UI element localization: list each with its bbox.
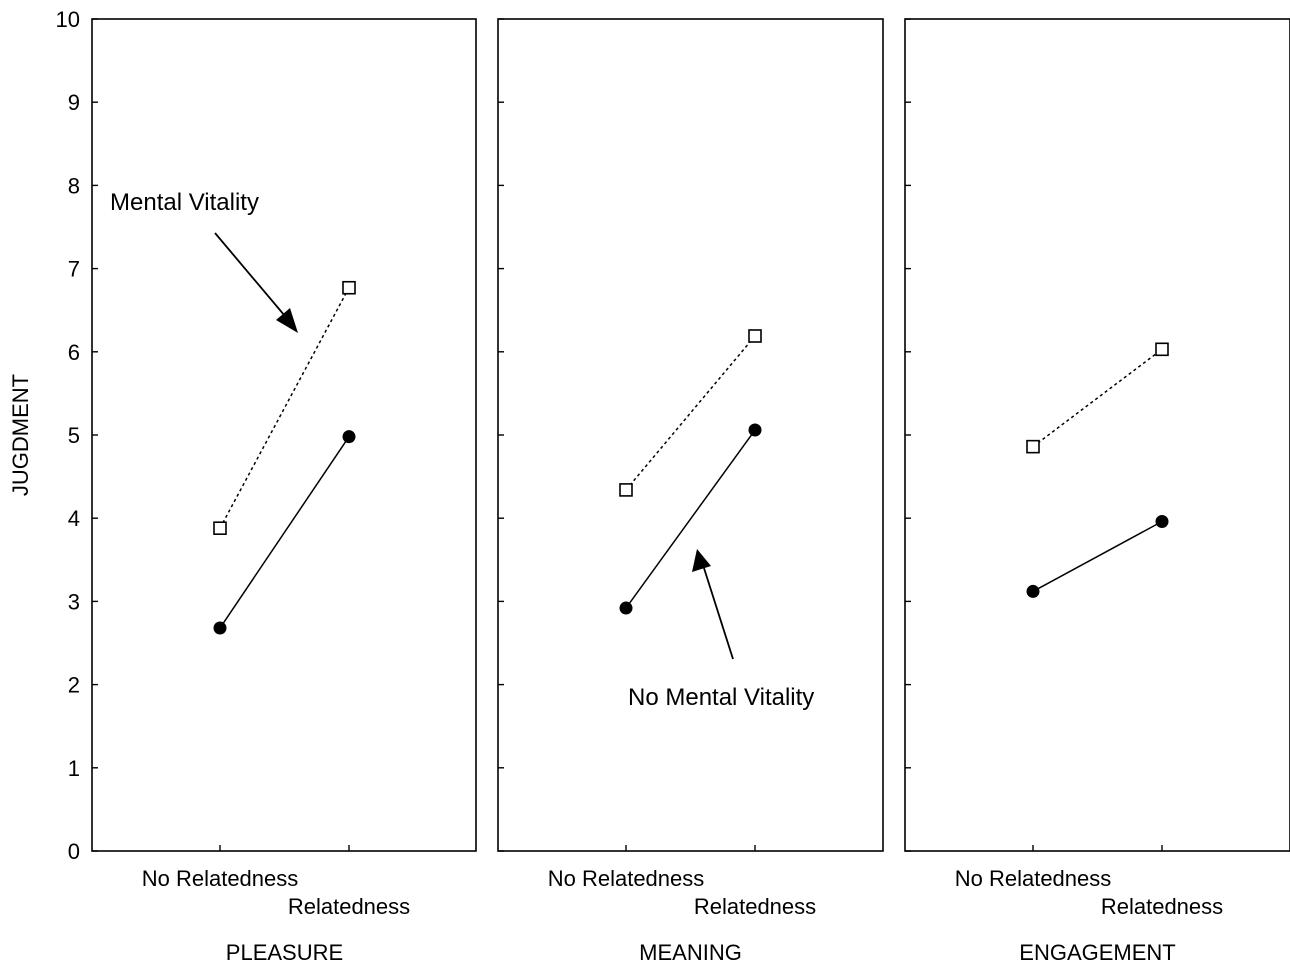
y-tick-label: 0 (68, 839, 80, 864)
data-point-mental-vitality (342, 280, 356, 295)
panel-pleasure: 0 1 2 3 4 5 6 7 8 9 10 No Relatedness Relatedness PLE… (56, 7, 477, 965)
x-tick-label: Relatedness (288, 894, 410, 919)
panel-engagement: No Relatedness Relatedness ENGAGEMENT (904, 18, 1290, 965)
x-tick-label: Relatedness (694, 894, 816, 919)
y-tick-label: 2 (68, 673, 80, 698)
panel-title: ENGAGEMENT (1019, 940, 1175, 965)
x-tick-label: No Relatedness (955, 866, 1112, 891)
y-tick-label: 6 (68, 340, 80, 365)
data-point-no-mental-vitality (1155, 515, 1169, 529)
annotation-arrow-mental-vitality (214, 232, 291, 323)
series-line-no-mental-vitality (625, 429, 756, 609)
annotation-arrow-no-mental-vitality (702, 564, 734, 660)
panel-frame (91, 18, 477, 852)
panel-frame (497, 18, 884, 852)
data-point-no-mental-vitality (619, 601, 633, 615)
data-point-mental-vitality (1026, 439, 1040, 454)
series-line-no-mental-vitality (1032, 520, 1163, 593)
data-point-no-mental-vitality (1026, 584, 1040, 598)
x-tick-label: Relatedness (1101, 894, 1223, 919)
panel-title: PLEASURE (226, 940, 343, 965)
y-tick-label: 3 (68, 589, 80, 614)
panel-meaning: No Relatedness Relatedness MEANING (497, 18, 884, 965)
data-point-no-mental-vitality (213, 621, 227, 635)
data-point-mental-vitality (213, 521, 227, 535)
y-tick-label: 1 (68, 756, 80, 781)
x-tick-label: No Relatedness (548, 866, 705, 891)
y-axis-title: JUGDMENT (8, 374, 33, 496)
annotation-mental-vitality: Mental Vitality (110, 189, 259, 216)
y-tick-label: 7 (68, 257, 80, 282)
data-point-mental-vitality (619, 483, 633, 497)
panel-frame (904, 18, 1290, 852)
panel-title: MEANING (639, 940, 742, 965)
series-line-mental-vitality (1032, 348, 1163, 448)
series-line-no-mental-vitality (219, 436, 350, 629)
annotation-arrowhead-no-mental-vitality (692, 549, 711, 572)
annotation-arrowhead-mental-vitality (276, 308, 298, 333)
y-tick-label: 10 (56, 7, 80, 32)
data-point-no-mental-vitality (748, 423, 762, 437)
data-point-no-mental-vitality (342, 430, 356, 444)
y-tick-label: 8 (68, 173, 80, 198)
data-point-mental-vitality (1155, 342, 1169, 357)
x-tick-label: No Relatedness (142, 866, 299, 891)
y-tick-label: 4 (68, 506, 80, 531)
y-tick-label: 5 (68, 423, 80, 448)
data-point-mental-vitality (748, 329, 762, 343)
y-tick-label: 9 (68, 90, 80, 115)
annotation-no-mental-vitality: No Mental Vitality (628, 684, 814, 711)
series-line-mental-vitality (625, 335, 756, 491)
